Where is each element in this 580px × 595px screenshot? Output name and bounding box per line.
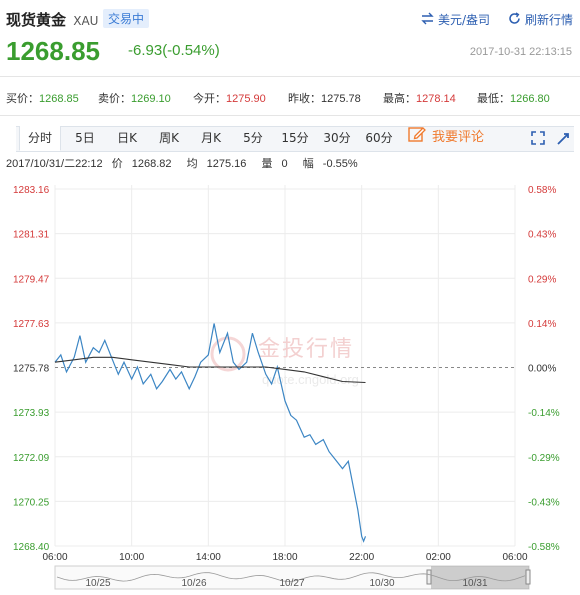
fullscreen-icon[interactable]	[531, 130, 545, 149]
y-tick-right: -0.14%	[528, 408, 560, 419]
info-price-label: 价	[111, 158, 123, 170]
y-tick-left: 1283.16	[13, 185, 50, 196]
y-tick-right: 0.58%	[528, 185, 556, 196]
tab-3[interactable]: 周K	[159, 131, 179, 145]
y-tick-right: 0.29%	[528, 274, 556, 285]
currency-unit-label: 美元/盎司	[438, 13, 491, 27]
navigator-date: 10/27	[279, 578, 304, 589]
info-vol: 0	[281, 158, 288, 170]
y-tick-right: 0.43%	[528, 230, 556, 241]
tab-2[interactable]: 日K	[117, 131, 137, 145]
currency-unit-link[interactable]: 美元/盎司	[421, 11, 490, 28]
quote-timestamp: 2017-10-31 22:13:15	[469, 46, 572, 58]
stat-value: 1269.10	[131, 93, 171, 105]
price-change: -6.93(-0.54%)	[128, 42, 220, 59]
trading-status-badge: 交易中	[103, 9, 150, 28]
stat-value: 1268.85	[39, 93, 79, 105]
x-tick: 18:00	[272, 552, 297, 563]
price-line	[54, 323, 367, 543]
stat-item: 昨收：1275.78	[288, 90, 361, 106]
instrument-name: 现货黄金	[6, 11, 67, 29]
navigator-date: 10/26	[181, 578, 206, 589]
watermark-url: quote.cngold.org	[262, 372, 359, 387]
tab-5[interactable]: 5分	[243, 131, 263, 145]
y-tick-left: 1277.63	[13, 319, 50, 330]
y-tick-left: 1270.25	[13, 497, 50, 508]
stat-value: 1266.80	[510, 93, 550, 105]
stat-item: 最高：1278.14	[383, 90, 456, 106]
stat-item: 最低：1266.80	[477, 90, 550, 106]
instrument-title: 现货黄金 XAU	[6, 9, 98, 30]
info-datetime: 2017/10/31/二22:12	[6, 158, 103, 170]
stat-label: 今开：	[193, 92, 226, 105]
navigator-mini-line	[56, 572, 526, 582]
stat-label: 最高：	[383, 92, 416, 105]
stat-value: 1275.78	[321, 93, 361, 105]
refresh-icon	[508, 11, 525, 28]
info-vol-label: 量	[261, 158, 273, 170]
tab-0[interactable]: 分时	[19, 126, 61, 151]
y-tick-right: -0.29%	[528, 453, 560, 464]
navigator-date: 10/31	[462, 578, 487, 589]
stat-value: 1278.14	[416, 93, 456, 105]
period-tabs-bar	[16, 126, 574, 152]
info-price: 1268.82	[131, 158, 172, 170]
edit-icon	[408, 126, 432, 151]
stat-label: 最低：	[477, 92, 510, 105]
info-amp: -0.55%	[322, 158, 358, 170]
stat-item: 今开：1275.90	[193, 90, 266, 106]
crosshair-info-bar: 2017/10/31/二22:12 价 1268.82 均 1275.16 量 …	[6, 155, 370, 171]
tab-4[interactable]: 月K	[201, 131, 221, 145]
refresh-quote-link[interactable]: 刷新行情	[508, 11, 573, 28]
x-tick: 02:00	[426, 552, 451, 563]
y-tick-right: 0.00%	[528, 364, 556, 375]
currency-exchange-icon	[421, 12, 438, 28]
stat-item: 买价：1268.85	[6, 90, 79, 106]
refresh-label: 刷新行情	[525, 13, 574, 27]
y-tick-left: 1272.09	[13, 453, 50, 464]
y-tick-right: -0.58%	[528, 542, 560, 553]
x-tick: 06:00	[42, 552, 67, 563]
y-tick-left: 1281.31	[13, 230, 50, 241]
y-tick-right: -0.43%	[528, 497, 560, 508]
tab-7[interactable]: 30分	[323, 131, 351, 145]
comment-button[interactable]: 我要评论	[408, 126, 484, 150]
x-tick: 06:00	[502, 552, 527, 563]
comment-label: 我要评论	[432, 130, 485, 145]
navigator-left-handle	[426, 569, 432, 585]
x-tick: 10:00	[119, 552, 144, 563]
divider	[0, 115, 580, 116]
watermark-logo	[210, 336, 246, 372]
navigator-date: 10/25	[85, 578, 110, 589]
stat-item: 卖价：1269.10	[98, 90, 171, 106]
navigator-date: 10/30	[369, 578, 394, 589]
watermark-text: 金投行情	[258, 337, 354, 362]
last-price: 1268.85	[6, 36, 100, 66]
stat-label: 卖价：	[98, 92, 131, 105]
divider	[0, 76, 580, 77]
navigator-right-handle	[525, 569, 531, 585]
y-tick-left: 1268.40	[13, 542, 50, 553]
y-tick-right: 0.14%	[528, 319, 556, 330]
info-avg-label: 均	[186, 158, 198, 170]
info-amp-label: 幅	[302, 158, 314, 170]
average-line	[54, 356, 366, 384]
instrument-code: XAU	[73, 14, 99, 28]
stat-value: 1275.90	[226, 93, 266, 105]
stat-label: 昨收：	[288, 92, 321, 105]
y-tick-left: 1273.93	[13, 408, 50, 419]
tab-1[interactable]: 5日	[75, 131, 95, 145]
y-tick-left: 1279.47	[13, 274, 50, 285]
navigator-selection	[431, 566, 529, 589]
info-avg: 1275.16	[206, 158, 247, 170]
y-tick-left: 1275.78	[13, 364, 50, 375]
intraday-chart[interactable]: 1283.16 0.58% 1281.31 0.43% 1279.47 0.29% 1277…	[0, 176, 580, 595]
settings-icon[interactable]	[555, 130, 569, 149]
x-tick: 22:00	[349, 552, 374, 563]
stat-label: 买价：	[6, 92, 39, 105]
tab-6[interactable]: 15分	[281, 131, 309, 145]
x-tick: 14:00	[196, 552, 221, 563]
tab-8[interactable]: 60分	[365, 131, 393, 145]
